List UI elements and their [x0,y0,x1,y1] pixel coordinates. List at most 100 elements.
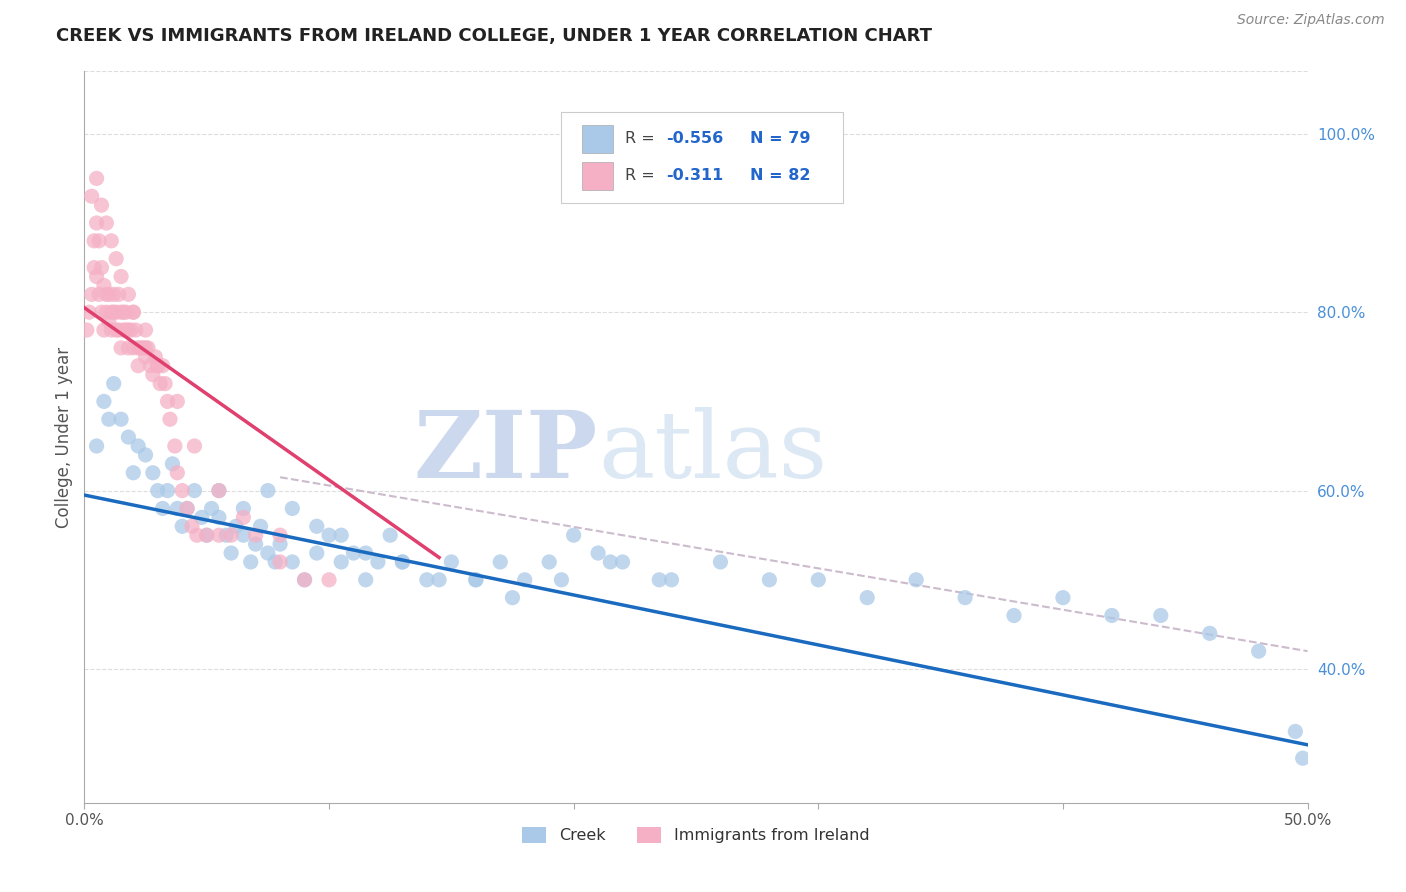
Point [122,305,145,319]
Point [502,591,524,605]
Point [112,305,135,319]
Point [330,528,353,542]
Point [191,510,214,524]
Text: N = 82: N = 82 [749,169,810,184]
Point [612,555,634,569]
Point [90,198,112,212]
Point [107,287,129,301]
Point [135,350,157,364]
Point [1198,626,1220,640]
Point [97,287,120,301]
Point [208,510,231,524]
Point [208,483,231,498]
Point [342,546,364,560]
Point [391,555,413,569]
Point [146,359,169,373]
Point [709,555,731,569]
Legend: Creek, Immigrants from Ireland: Creek, Immigrants from Ireland [516,821,876,850]
Point [96,287,118,301]
Point [953,591,976,605]
Point [239,555,262,569]
Text: N = 79: N = 79 [749,131,810,146]
Point [97,314,120,328]
Point [183,439,205,453]
Point [122,305,145,319]
Point [245,528,267,542]
Y-axis label: College, Under 1 year: College, Under 1 year [55,346,73,528]
Point [125,323,148,337]
Point [318,528,340,542]
Point [269,537,291,551]
Point [427,573,450,587]
Point [162,457,184,471]
Point [103,376,125,391]
Point [83,234,105,248]
Point [103,305,125,319]
Point [1101,608,1123,623]
Point [103,287,125,301]
Point [156,394,179,409]
Point [208,528,231,542]
Point [115,323,138,337]
Point [538,555,561,569]
Point [648,573,671,587]
Point [1284,724,1306,739]
Point [90,260,112,275]
Point [110,269,132,284]
Point [166,466,188,480]
Point [107,323,129,337]
Point [110,341,132,355]
Point [464,573,486,587]
Point [905,573,928,587]
Point [142,466,165,480]
Point [142,368,165,382]
Point [153,376,176,391]
Point [93,394,115,409]
Point [354,546,377,560]
Point [513,573,536,587]
Point [294,573,316,587]
Point [391,555,413,569]
Point [96,216,118,230]
Point [232,501,254,516]
Point [281,555,304,569]
Point [120,323,142,337]
Point [127,359,149,373]
Point [318,573,340,587]
Point [146,359,169,373]
Point [281,501,304,516]
Point [232,510,254,524]
Point [129,341,152,355]
Point [97,412,120,426]
Point [661,573,683,587]
Point [380,528,402,542]
Text: -0.311: -0.311 [666,169,724,184]
Point [100,305,122,319]
Point [127,341,149,355]
Point [143,350,166,364]
Text: R =: R = [626,169,665,184]
Point [93,278,115,293]
Point [195,528,218,542]
Point [166,501,188,516]
Point [758,573,780,587]
Point [257,546,280,560]
Point [269,528,291,542]
Point [159,412,181,426]
Point [367,555,389,569]
Point [115,305,138,319]
Point [86,216,108,230]
Point [139,359,162,373]
Text: ZIP: ZIP [413,407,598,497]
Point [87,287,110,301]
Point [440,555,463,569]
Point [269,555,291,569]
Point [112,323,135,337]
Point [135,323,157,337]
Point [305,546,328,560]
Point [100,234,122,248]
Point [1052,591,1074,605]
Point [599,555,621,569]
Point [156,483,179,498]
Point [86,171,108,186]
